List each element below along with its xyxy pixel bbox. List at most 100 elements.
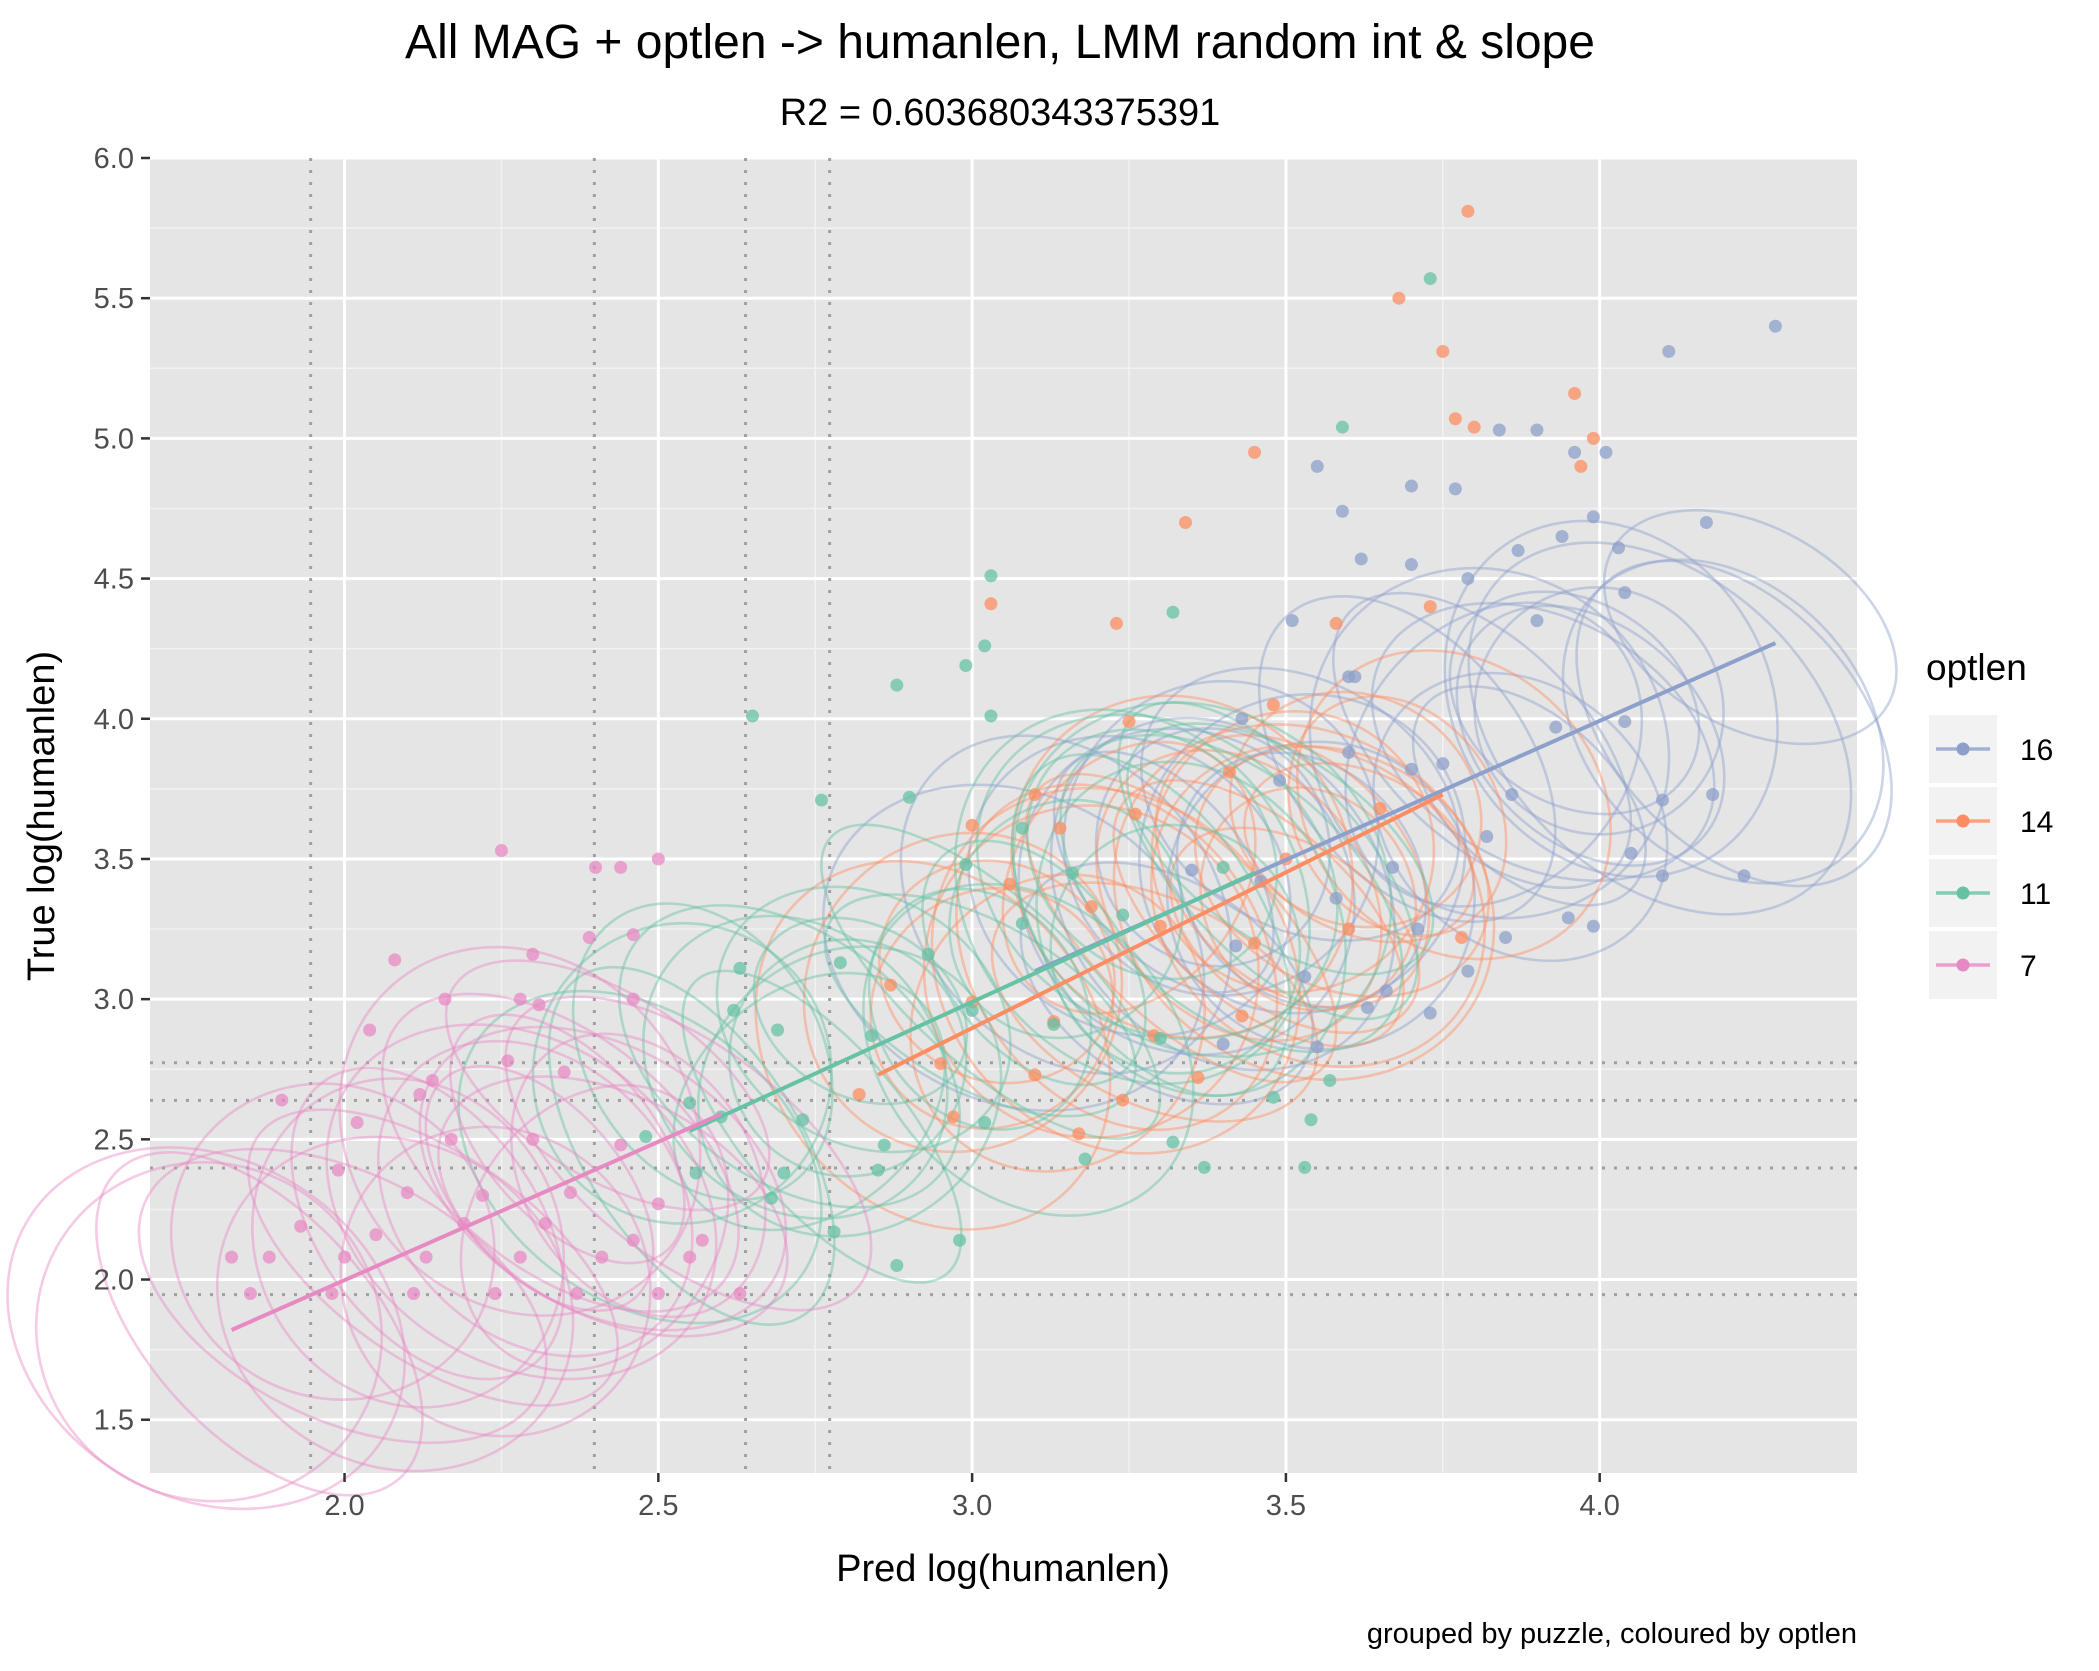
data-point [796,1113,810,1127]
y-tick-label: 6.0 [94,143,134,175]
data-point [764,1191,778,1205]
data-point [1235,1009,1249,1023]
data-point [1568,445,1582,459]
legend-title: optlen [1926,647,2027,688]
chart-title: All MAG + optlen -> humanlen, LMM random… [405,16,1595,69]
legend-key-point [1956,958,1970,972]
data-point [1511,544,1525,558]
data-point [1404,762,1418,776]
data-point [890,678,904,692]
legend-label: 11 [2020,878,2051,911]
data-point [1015,821,1029,835]
data-point [1699,515,1713,529]
puzzle-ellipse [909,873,1206,1173]
data-point [1492,423,1506,437]
puzzle-ellipse [246,1108,619,1407]
puzzle-ellipse [922,804,1260,1139]
data-point [683,1250,697,1264]
data-point [614,1138,628,1152]
data-point [1392,291,1406,305]
data-point [1028,1068,1042,1082]
puzzle-ellipse [1117,701,1419,1021]
data-point [1310,1040,1324,1054]
puzzle-ellipse [672,971,947,1232]
data-point [1505,787,1519,801]
data-point [1153,919,1167,933]
data-point [1028,787,1042,801]
legend-key-point [1956,742,1970,756]
data-point [1768,319,1782,333]
data-point [476,1188,490,1202]
data-point [978,1116,992,1130]
puzzle-ellipse [1243,761,1476,944]
puzzle-ellipse [339,1125,652,1438]
data-point [1436,757,1450,771]
puzzle-ellipse [754,859,1112,1231]
puzzle-ellipse [437,1075,789,1338]
puzzle-ellipse [1012,701,1393,1059]
data-point [1568,387,1582,401]
data-point [1448,412,1462,426]
data-point [1128,807,1142,821]
data-point [1273,773,1287,787]
data-point [294,1219,308,1233]
puzzle-ellipse [752,916,969,1106]
data-point [1574,459,1588,473]
data-point [1342,745,1356,759]
data-point [984,597,998,611]
puzzle-ellipse [34,1161,384,1503]
data-point [243,1287,257,1301]
data-point [946,1110,960,1124]
data-point [369,1228,383,1242]
data-point [557,1065,571,1079]
data-point [1109,616,1123,630]
fit-line [688,871,1256,1133]
data-point [1122,715,1136,729]
puzzle-ellipse [338,945,702,1317]
data-point [1586,919,1600,933]
data-point [570,1287,584,1301]
data-point [651,852,665,866]
puzzle-ellipse [1150,744,1486,1069]
data-point [639,1130,653,1144]
data-point [388,953,402,967]
data-point [1185,863,1199,877]
y-tick-label: 3.0 [94,984,134,1016]
data-point [538,1216,552,1230]
data-point [1116,908,1130,922]
data-point [501,1054,515,1068]
data-point [815,793,829,807]
data-point [1655,869,1669,883]
data-point [1662,344,1676,358]
data-point [852,1087,866,1101]
data-point [689,1166,703,1180]
puzzle-ellipse [1370,601,1716,883]
data-point [1329,891,1343,905]
data-point [1191,1071,1205,1085]
x-tick-label: 4.0 [1580,1490,1620,1522]
data-point [1499,930,1513,944]
data-point [902,790,916,804]
y-tick-label: 3.5 [94,844,134,876]
data-point [626,928,640,942]
data-point [1480,830,1494,844]
puzzle-ellipse [251,1077,566,1409]
y-tick-label: 1.5 [94,1405,134,1437]
data-point [1216,1037,1230,1051]
legend: 16 14 11 7 [1929,715,2053,999]
puzzle-ellipse [1411,685,1647,907]
data-point [1586,510,1600,524]
data-point [338,1250,352,1264]
puzzle-ellipse [381,992,740,1313]
data-point [526,1132,540,1146]
data-point [1078,1152,1092,1166]
data-point [1448,482,1462,496]
data-point [827,1225,841,1239]
puzzle-ellipse [571,902,834,1202]
data-point [651,1287,665,1301]
data-point [626,1233,640,1247]
data-point [1706,787,1720,801]
y-tick-label: 5.0 [94,423,134,455]
puzzle-ellipse [975,713,1339,1041]
data-point [871,1163,885,1177]
